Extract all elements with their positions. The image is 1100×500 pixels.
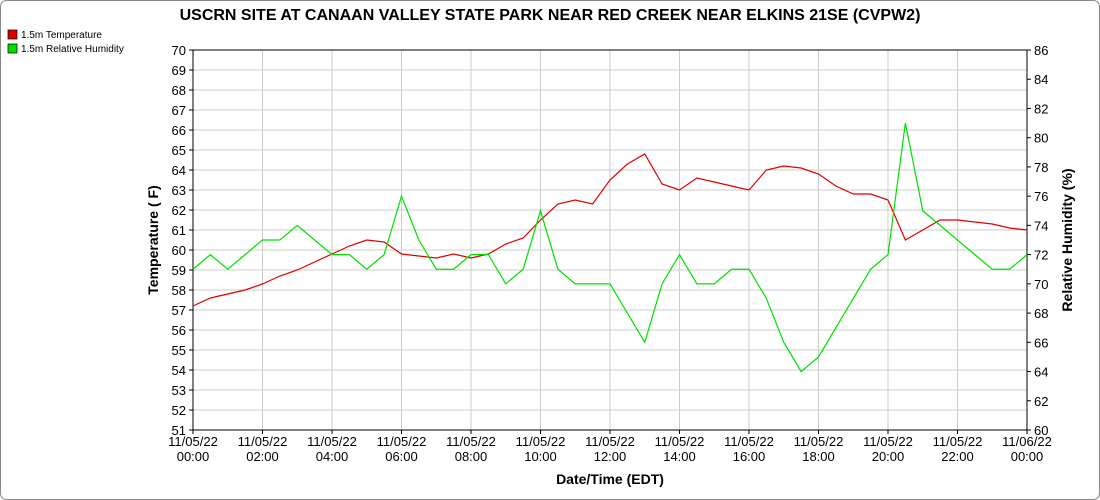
x-tick-label: 11/06/22 00:00 — [1002, 434, 1052, 464]
y2-tick-label: 70 — [1034, 277, 1048, 292]
y-tick-label: 66 — [172, 123, 186, 138]
legend-swatch — [7, 29, 18, 40]
x-tick-label: 11/05/22 12:00 — [585, 434, 635, 464]
x-tick-label: 11/05/22 08:00 — [446, 434, 496, 464]
series-line — [192, 122, 1028, 373]
y-axis-label: Temperature ( F) — [145, 185, 161, 294]
y2-tick-label: 74 — [1034, 218, 1048, 233]
y-tick-label: 69 — [172, 63, 186, 78]
y2-tick-label: 80 — [1034, 131, 1048, 146]
y-tick-label: 54 — [172, 363, 186, 378]
x-tick-label: 11/05/22 04:00 — [307, 434, 357, 464]
x-tick-label: 11/05/22 22:00 — [933, 434, 983, 464]
x-tick-label: 11/05/22 02:00 — [238, 434, 288, 464]
y2-axis-label: Relative Humidity (%) — [1059, 168, 1075, 311]
y-tick-label: 56 — [172, 323, 186, 338]
x-tick-label: 11/05/22 18:00 — [794, 434, 844, 464]
x-tick-label: 11/05/22 06:00 — [377, 434, 427, 464]
y2-tick-label: 82 — [1034, 101, 1048, 116]
y-tick-label: 51 — [172, 423, 186, 438]
y-tick-label: 62 — [172, 203, 186, 218]
y2-tick-label: 66 — [1034, 335, 1048, 350]
y2-tick-label: 86 — [1034, 43, 1048, 58]
y-tick-label: 70 — [172, 43, 186, 58]
legend-swatch — [7, 43, 18, 54]
y-tick-label: 63 — [172, 183, 186, 198]
x-tick-label: 11/05/22 14:00 — [655, 434, 705, 464]
y-tick-label: 53 — [172, 383, 186, 398]
plot-border — [192, 49, 1028, 431]
y2-tick-label: 62 — [1034, 394, 1048, 409]
y2-tick-label: 60 — [1034, 423, 1048, 438]
legend-label: 1.5m Relative Humidity — [21, 44, 124, 55]
y-tick-label: 55 — [172, 343, 186, 358]
y-tick-label: 57 — [172, 303, 186, 318]
y-tick-label: 67 — [172, 103, 186, 118]
y2-tick-label: 76 — [1034, 189, 1048, 204]
y-tick-label: 59 — [172, 263, 186, 278]
chart-title: USCRN SITE AT CANAAN VALLEY STATE PARK N… — [180, 7, 921, 24]
y-tick-label: 68 — [172, 83, 186, 98]
x-tick-label: 11/05/22 16:00 — [724, 434, 774, 464]
y2-tick-label: 84 — [1034, 72, 1048, 87]
y-tick-label: 64 — [172, 163, 186, 178]
x-axis-label: Date/Time (EDT) — [556, 471, 664, 487]
x-tick-label: 11/05/22 00:00 — [168, 434, 218, 464]
y-tick-label: 60 — [172, 243, 186, 258]
y2-tick-label: 72 — [1034, 248, 1048, 263]
y2-tick-label: 64 — [1034, 365, 1048, 380]
x-tick-label: 11/05/22 20:00 — [863, 434, 913, 464]
y-tick-label: 65 — [172, 143, 186, 158]
x-tick-label: 11/05/22 10:00 — [516, 434, 566, 464]
y2-tick-label: 68 — [1034, 306, 1048, 321]
legend-label: 1.5m Temperature — [21, 30, 102, 41]
y-tick-label: 58 — [172, 283, 186, 298]
y2-tick-label: 78 — [1034, 160, 1048, 175]
y-tick-label: 61 — [172, 223, 186, 238]
y-tick-label: 52 — [172, 403, 186, 418]
